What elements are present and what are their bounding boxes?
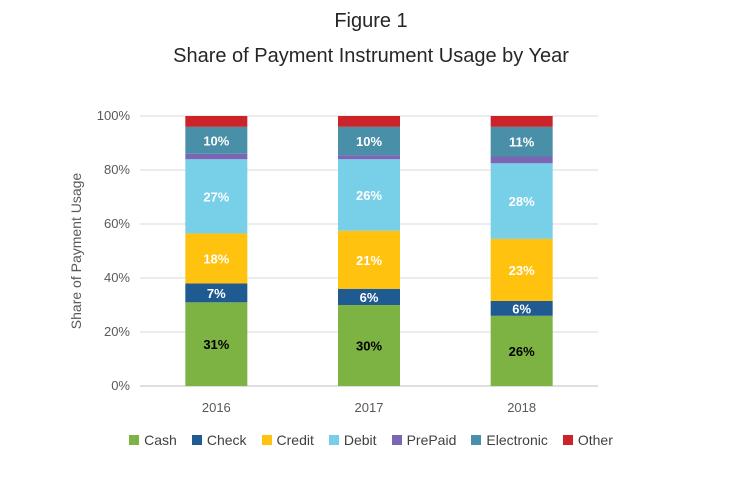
data-label: 18% <box>203 251 229 266</box>
y-tick-label: 0% <box>111 378 130 393</box>
bar-segment-debit-2017 <box>338 159 400 231</box>
x-tick-label: 2018 <box>507 400 536 415</box>
y-tick-label: 60% <box>104 216 130 231</box>
legend-swatch <box>261 435 272 445</box>
chart-legend: Cash Check Credit Debit PrePaid Electronic Oth… <box>0 432 742 448</box>
y-tick-label: 20% <box>104 324 130 339</box>
bar-segment-cash-2017 <box>338 305 400 386</box>
data-label: 6% <box>512 301 531 316</box>
bar-segment-cash-2016 <box>185 302 248 386</box>
bar-segment-other-2016 <box>185 116 248 127</box>
legend-item-electronic: Electronic <box>471 432 548 448</box>
data-label: 31% <box>203 337 229 352</box>
bar-segment-debit-2018 <box>490 163 553 239</box>
bar-segment-debit-2016 <box>185 159 248 234</box>
bar-segment-electronic-2018 <box>490 126 553 157</box>
legend-swatch <box>471 435 482 445</box>
legend-swatch <box>129 435 140 445</box>
legend-item-prepaid: PrePaid <box>391 432 457 448</box>
bar-segment-prepaid-2016 <box>185 153 248 160</box>
bar-segment-prepaid-2017 <box>338 155 400 160</box>
legend-item-debit: Debit <box>328 432 377 448</box>
legend-item-cash: Cash <box>129 432 177 448</box>
legend-item-other: Other <box>562 432 613 448</box>
bar-segment-check-2017 <box>338 288 400 305</box>
bar-segment-cash-2018 <box>490 315 553 386</box>
bar-segment-prepaid-2018 <box>490 156 553 164</box>
legend-item-credit: Credit <box>261 432 314 448</box>
legend-swatch <box>562 435 573 445</box>
bar-segment-check-2016 <box>185 283 248 303</box>
data-label: 26% <box>356 188 382 203</box>
data-label: 23% <box>509 263 535 278</box>
bar-segment-check-2018 <box>490 300 553 316</box>
bar-segment-credit-2016 <box>185 233 248 284</box>
legend-swatch <box>328 435 339 445</box>
bar-segment-electronic-2017 <box>338 126 400 156</box>
bar-segment-electronic-2016 <box>185 126 248 154</box>
data-label: 10% <box>356 134 382 149</box>
legend-label: Credit <box>276 432 314 448</box>
legend-label: Debit <box>343 432 377 448</box>
bar-segment-credit-2017 <box>338 230 400 289</box>
data-label: 7% <box>207 286 226 301</box>
data-label: 6% <box>360 290 379 305</box>
data-label: 21% <box>356 253 382 268</box>
legend-label: Check <box>206 432 247 448</box>
legend-label: Electronic <box>486 432 548 448</box>
x-tick-label: 2017 <box>355 400 384 415</box>
data-label: 27% <box>203 189 229 204</box>
chart-title: Share of Payment Instrument Usage by Yea… <box>173 45 569 67</box>
legend-swatch <box>191 435 202 445</box>
y-axis-label: Share of Payment Usage <box>68 173 84 330</box>
data-label: 28% <box>509 194 535 209</box>
legend-label: Other <box>577 432 613 448</box>
y-tick-label: 40% <box>104 270 130 285</box>
legend-label: PrePaid <box>406 432 457 448</box>
x-tick-label: 2016 <box>202 400 231 415</box>
bar-segment-other-2017 <box>338 116 400 127</box>
bar-segment-other-2018 <box>490 116 553 127</box>
figure-label: Figure 1 <box>334 10 408 32</box>
y-tick-label: 100% <box>97 108 131 123</box>
y-tick-label: 80% <box>104 162 130 177</box>
legend-swatch <box>391 435 402 445</box>
data-label: 26% <box>509 344 535 359</box>
legend-item-check: Check <box>191 432 247 448</box>
legend-label: Cash <box>144 432 177 448</box>
data-label: 30% <box>356 339 382 354</box>
data-label: 11% <box>509 135 535 150</box>
bar-segment-credit-2018 <box>490 238 553 301</box>
data-label: 10% <box>203 133 229 148</box>
